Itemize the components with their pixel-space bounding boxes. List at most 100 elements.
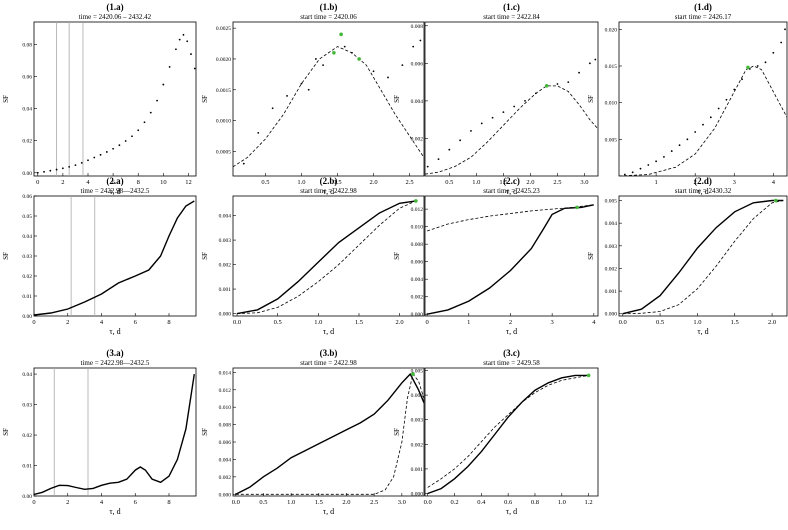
x-tick-label: 0.5 — [445, 179, 453, 186]
panel-3-b: (3.b)start time = 2422.98 0.0 0.5 1.0 1.5 2.0… — [201, 348, 425, 516]
dashed-curve — [426, 204, 594, 232]
x-axis-label: τ, d — [506, 187, 517, 196]
data-point — [182, 33, 185, 36]
x-tick-label: 3 — [733, 179, 736, 186]
x-tick-label: 8 — [167, 319, 170, 326]
y-tick-label: 0.002 — [411, 136, 424, 142]
panel-subtitle: time = 2420.06 – 2432.42 — [79, 13, 152, 21]
y-tick-label: 0.0020 — [216, 57, 231, 63]
plot-area — [622, 198, 784, 315]
plot-frame — [618, 21, 788, 177]
panel-subtitle: start time = 2420.06 — [300, 13, 357, 21]
y-tick-label: 0.010 — [411, 225, 424, 231]
data-point — [670, 150, 673, 152]
x-axis-label: τ, d — [697, 327, 708, 336]
y-tick-label: 0.003 — [411, 418, 424, 424]
data-point — [631, 171, 634, 174]
data-point — [647, 164, 650, 166]
data-point — [105, 151, 108, 153]
dashed-curve — [425, 85, 598, 175]
panel-subtitle: start time = 2422.98 — [300, 359, 357, 367]
y-tick-label: 0.010 — [605, 101, 618, 107]
y-tick-label: 0.05 — [22, 214, 32, 220]
panel-label: (1.a) — [106, 2, 123, 12]
x-axis-label: τ, d — [323, 187, 334, 196]
y-tick-label: 0.004 — [411, 393, 424, 399]
x-tick-label: 4 — [86, 179, 90, 186]
peak-marker — [339, 32, 343, 37]
peak-marker — [411, 372, 415, 376]
peak-marker — [544, 84, 549, 88]
y-tick-label: 0.008 — [411, 24, 424, 30]
panel-2-a: (2.a)time = 2422.98—2432.5 0 2 4 6 8 0.00 0.01 0… — [2, 176, 197, 336]
data-point — [124, 140, 127, 142]
y-tick-label: 0.02 — [22, 139, 32, 145]
x-axis-label: τ, d — [109, 327, 120, 336]
solid-curve — [236, 200, 417, 315]
data-point — [168, 66, 171, 68]
y-tick-label: 0.005 — [411, 368, 424, 374]
dashed-curve — [237, 200, 417, 314]
data-point — [459, 139, 462, 142]
y-tick-label: 0.000 — [219, 312, 232, 318]
x-tick-label: 1.5 — [731, 319, 739, 326]
x-tick-label: 0.5 — [274, 319, 282, 326]
x-tick-label: 8 — [167, 499, 170, 506]
y-tick-label: 0.008 — [219, 423, 232, 429]
plot-frame — [424, 21, 599, 177]
x-tick-label: 4 — [772, 179, 776, 186]
dashed-curve — [622, 200, 784, 315]
data-point — [717, 107, 720, 110]
data-point — [74, 164, 77, 166]
y-tick-label: 0.004 — [411, 99, 424, 105]
panel-label: (1.c) — [503, 2, 520, 12]
x-tick-label: 0.5 — [656, 319, 664, 326]
x-tick-label: 2 — [66, 319, 69, 326]
plot-frame — [33, 21, 197, 177]
panel-subtitle: start time = 2422.98 — [300, 187, 357, 195]
data-point — [513, 105, 516, 108]
y-tick-label: 0.001 — [219, 287, 232, 293]
panel-subtitle: start time = 2430.32 — [675, 187, 732, 195]
data-point — [694, 131, 697, 133]
data-point — [300, 82, 303, 85]
plot-area — [426, 204, 594, 315]
y-tick-label: 0.04 — [22, 234, 32, 240]
y-tick-label: 0.0015 — [216, 88, 231, 94]
panel-subtitle: start time = 2422.84 — [483, 13, 540, 21]
plot-area — [427, 373, 591, 495]
data-point — [36, 171, 39, 174]
data-point — [87, 159, 89, 162]
x-tick-label: 1.0 — [472, 179, 480, 186]
data-point — [764, 61, 767, 64]
y-tick-label: 0.020 — [605, 27, 618, 33]
data-point — [322, 64, 324, 67]
data-point — [156, 99, 158, 102]
y-tick-label: 0.0010 — [216, 119, 231, 125]
plot-frame — [232, 21, 425, 177]
data-point — [748, 68, 751, 70]
x-tick-label: 0.5 — [261, 179, 269, 186]
data-point — [448, 148, 451, 151]
solid-curve — [34, 200, 195, 316]
plot-frame — [232, 367, 425, 497]
y-tick-label: 0.012 — [219, 388, 232, 394]
y-tick-label: 0.010 — [219, 405, 232, 411]
x-tick-label: 3.0 — [398, 499, 406, 506]
x-axis-label: τ, d — [697, 187, 708, 196]
data-point — [118, 144, 121, 147]
y-axis-label: SF — [2, 252, 10, 260]
y-axis-label: SF — [2, 95, 10, 103]
data-point — [271, 107, 274, 110]
data-point — [68, 165, 71, 168]
y-tick-label: 0.02 — [22, 433, 32, 439]
data-point — [61, 167, 64, 170]
y-tick-label: 0.002 — [219, 475, 232, 481]
data-point — [784, 28, 786, 31]
peak-marker — [357, 57, 361, 61]
panel-1-b: (1.b)start time = 2420.06 0.5 1.0 1.5 2.0 2.5… — [201, 2, 425, 196]
data-point — [623, 173, 626, 176]
plot-area — [36, 33, 196, 174]
y-axis-label: SF — [201, 428, 209, 436]
x-tick-label: 2.0 — [369, 179, 377, 186]
